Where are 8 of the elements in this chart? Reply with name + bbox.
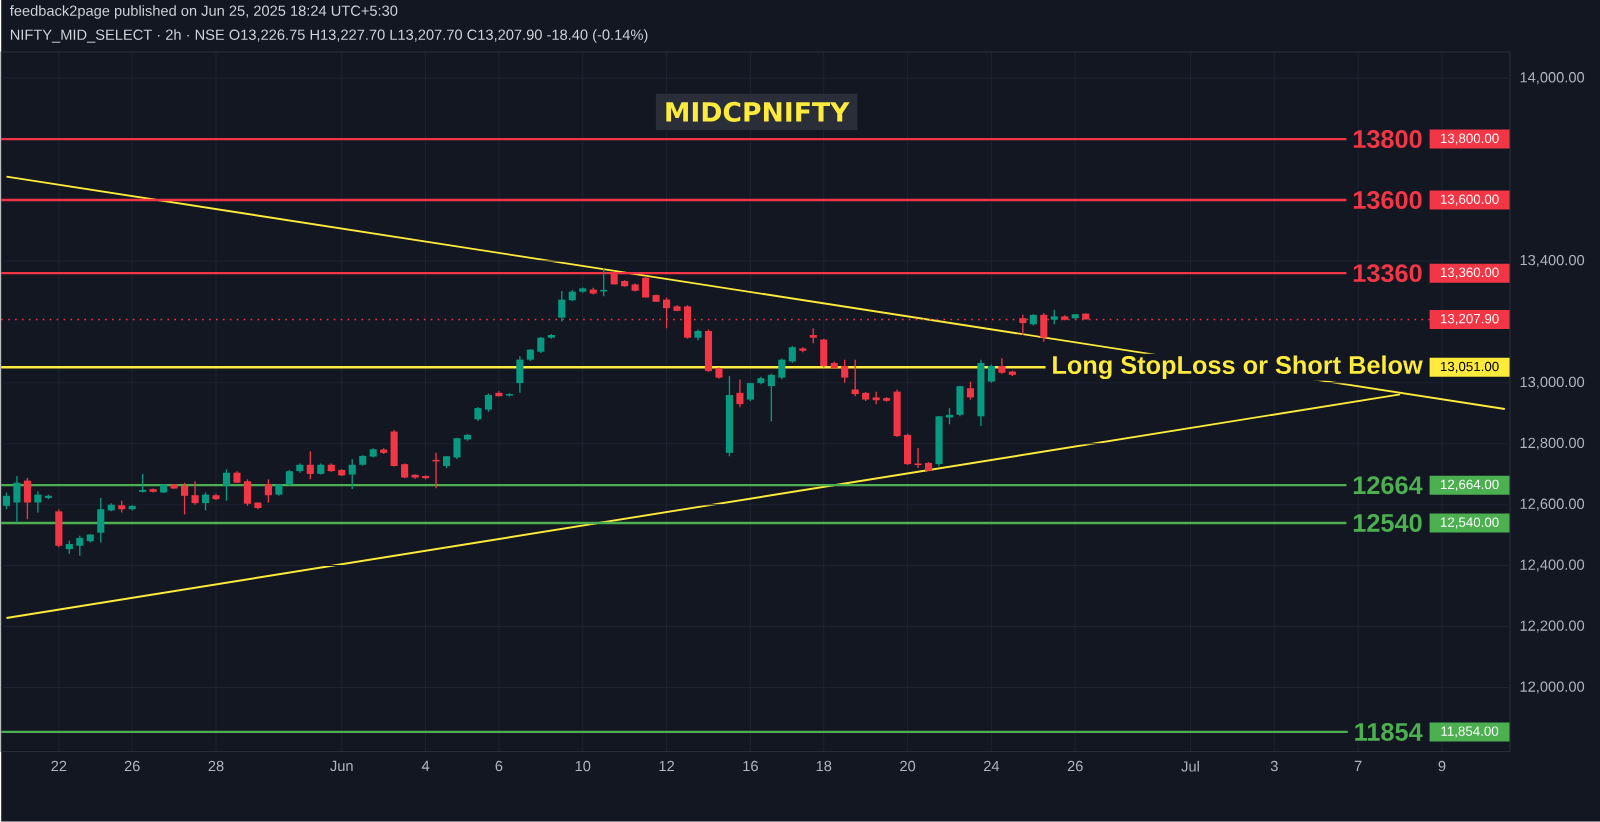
ref-line-label: 13600 (1353, 191, 1422, 210)
ref-line-label: 12540 (1353, 514, 1422, 533)
ref-line-label: 11854 (1355, 723, 1423, 742)
ref-line-label: Long StopLoss or Short Below (1053, 355, 1423, 380)
ref-line-label: 13360 (1353, 264, 1422, 283)
ref-line-label: 13800 (1353, 130, 1422, 149)
text: MIDCPNIFTY (666, 102, 850, 123)
ref-line-label: 12664 (1353, 476, 1423, 495)
